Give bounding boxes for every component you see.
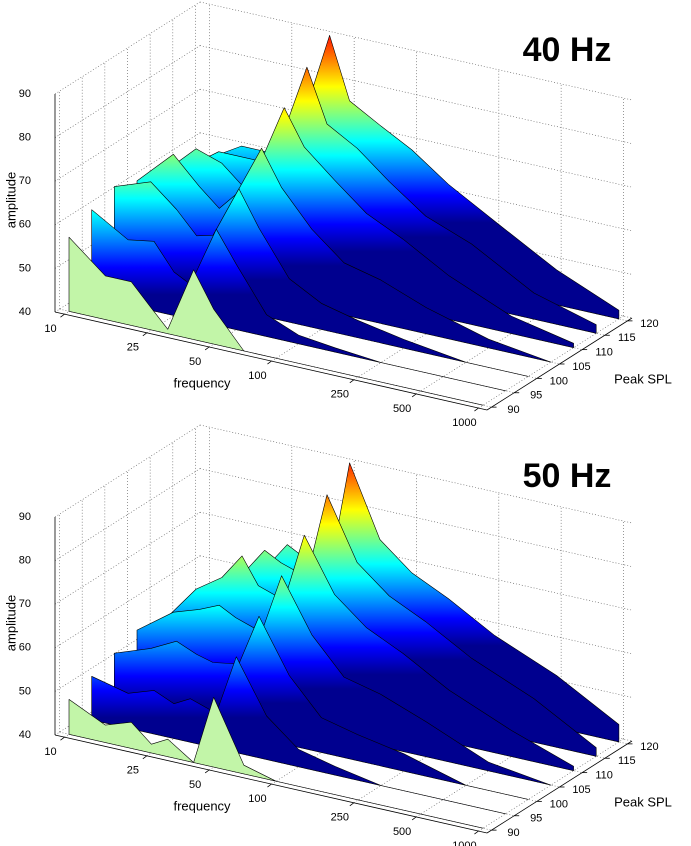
x-tick-label: 100 [248, 793, 266, 805]
x-tick [267, 783, 272, 788]
y-tick-label: 105 [572, 361, 590, 373]
slice-area [159, 534, 574, 771]
grid-line [199, 132, 633, 232]
z-tick-label: 90 [19, 88, 31, 100]
panel: 40 50 60 70 80 90 10 25 50 100 250 500 1000 90 95 100 10… [3, 1, 672, 429]
x-tick [267, 360, 272, 365]
x-tick-label: 50 [189, 779, 201, 791]
y-tick-label: 120 [640, 741, 658, 753]
x-tick-label: 10 [44, 323, 56, 335]
x-tick [204, 346, 210, 351]
x-axis-title: frequency [173, 375, 231, 390]
z-axis-title: amplitude [3, 595, 18, 651]
slice [136, 575, 552, 786]
x-tick [411, 393, 417, 398]
x-tick [349, 379, 355, 384]
x-tick [474, 830, 479, 835]
y-tick-label: 100 [550, 375, 568, 387]
y-tick-label: 95 [530, 813, 542, 825]
x-tick-label: 250 [331, 389, 349, 401]
x-tick-label: 25 [127, 765, 139, 777]
y-tick-label: 95 [530, 390, 542, 402]
z-tick-label: 50 [19, 262, 31, 274]
grid-line [199, 468, 633, 567]
slice-area [114, 181, 529, 377]
slice [91, 209, 506, 392]
x-tick-label: 500 [393, 826, 411, 838]
chart-title: 40 Hz [523, 31, 612, 69]
y-axis-title: Peak SPL [614, 794, 672, 809]
x-tick [349, 802, 355, 807]
slice-area [91, 209, 506, 392]
y-tick-label: 110 [595, 770, 613, 782]
x-tick [142, 332, 148, 337]
y-tick-label: 90 [507, 827, 519, 839]
grid-line [199, 511, 633, 611]
z-axis-title: amplitude [3, 172, 18, 228]
y-tick-label: 110 [595, 347, 613, 359]
x-tick-label: 500 [393, 403, 411, 415]
z-tick-label: 90 [19, 511, 31, 523]
slice [68, 697, 484, 829]
slice [159, 534, 574, 771]
x-tick-label: 25 [127, 342, 139, 354]
z-tick-label: 80 [19, 555, 31, 567]
y-tick-label: 90 [507, 404, 519, 416]
z-tick-label: 70 [19, 175, 31, 187]
x-tick [474, 407, 479, 412]
z-tick-label: 60 [19, 642, 31, 654]
slice-area [136, 575, 552, 786]
y-tick-label: 115 [618, 332, 636, 344]
y-tick-label: 105 [572, 784, 590, 796]
x-tick [142, 755, 148, 760]
slice [91, 656, 506, 815]
grid-line [199, 88, 633, 188]
slice [114, 181, 529, 377]
panel: 40 50 60 70 80 90 10 25 50 100 250 500 1000 90 95 100 10… [3, 424, 672, 846]
y-tick-label: 120 [640, 318, 658, 330]
grid-line [199, 176, 633, 275]
x-tick-label: 1000 [452, 840, 476, 846]
chart-title: 50 Hz [523, 457, 612, 495]
z-tick-label: 80 [19, 132, 31, 144]
x-tick-label: 50 [189, 356, 201, 368]
x-tick [204, 769, 210, 774]
grid-line [199, 424, 633, 524]
x-axis-title: frequency [173, 798, 231, 813]
grid-line [199, 45, 633, 144]
x-tick-label: 250 [331, 812, 349, 824]
slice-area [68, 697, 484, 829]
x-tick [60, 313, 65, 318]
y-axis-title: Peak SPL [614, 371, 672, 386]
slice-area [91, 656, 506, 815]
x-tick-label: 100 [248, 370, 266, 382]
x-tick [60, 736, 65, 741]
grid-line [199, 555, 633, 655]
z-tick-label: 70 [19, 598, 31, 610]
x-tick [411, 816, 417, 821]
x-tick-label: 10 [44, 746, 56, 758]
slice [68, 236, 484, 406]
z-tick-label: 40 [19, 729, 31, 741]
y-tick-label: 100 [550, 798, 568, 810]
x-tick-label: 1000 [452, 417, 476, 429]
z-tick-label: 50 [19, 685, 31, 697]
slice-area [68, 236, 484, 406]
grid-line [199, 1, 633, 101]
y-tick-label: 115 [618, 755, 636, 767]
z-tick-label: 60 [19, 219, 31, 231]
z-tick-label: 40 [19, 306, 31, 318]
